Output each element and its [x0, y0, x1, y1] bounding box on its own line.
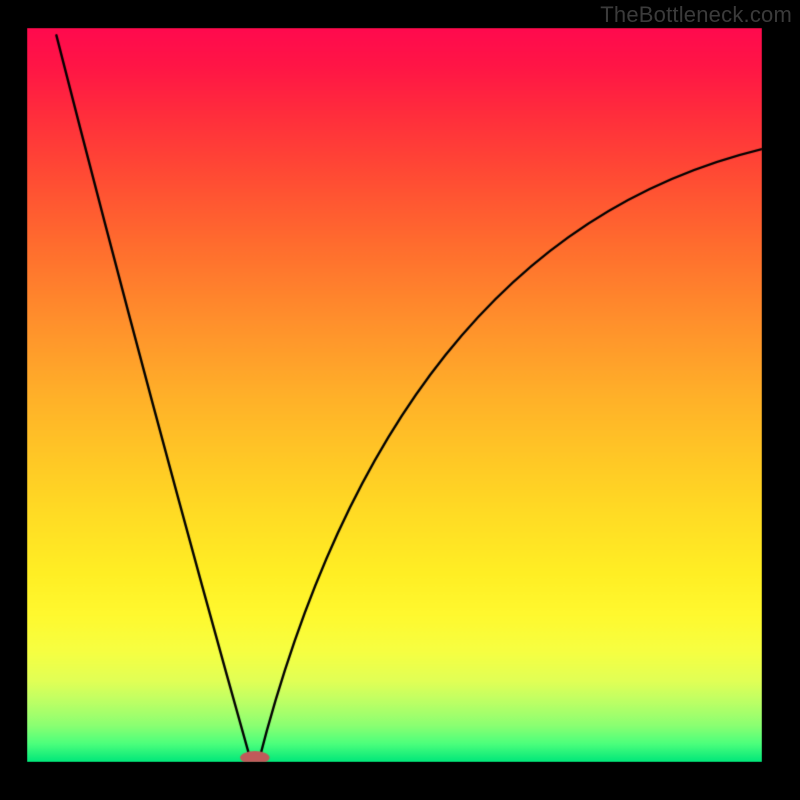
chart-root: TheBottleneck.com: [0, 0, 800, 800]
border-frame: [0, 0, 800, 800]
